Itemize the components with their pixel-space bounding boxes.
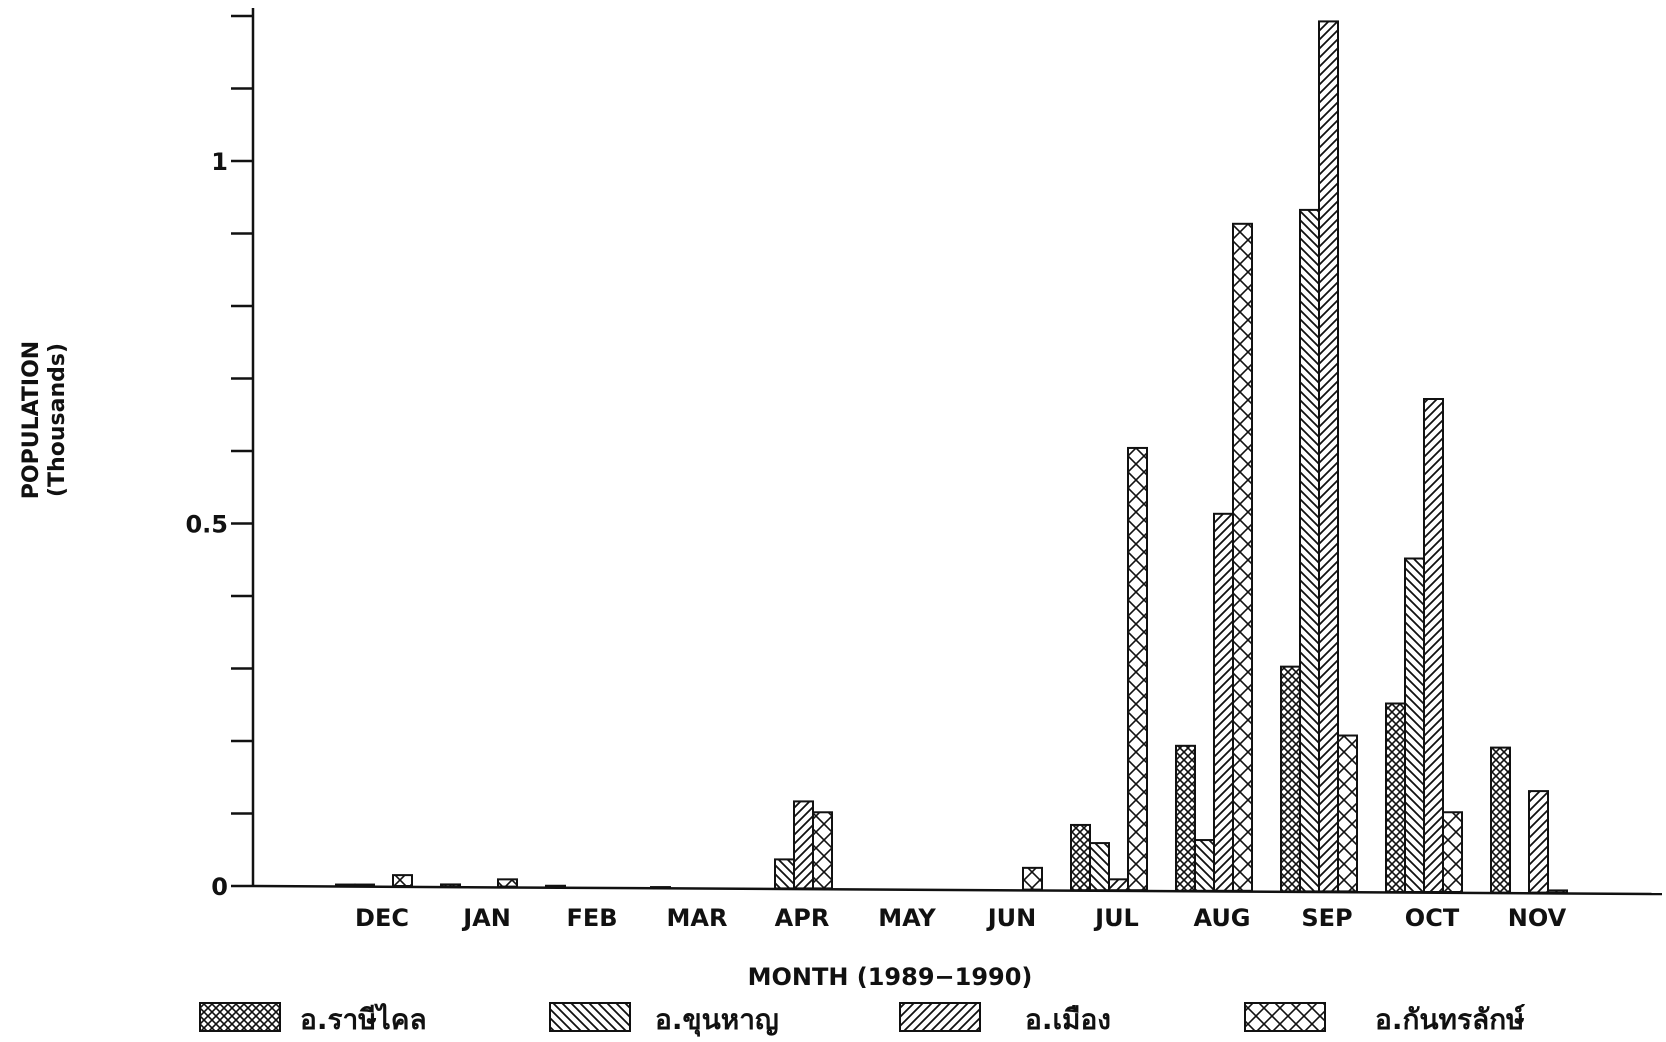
bar-nov-series-1 bbox=[1490, 746, 1511, 894]
x-tick-label-nov: NOV bbox=[1508, 904, 1567, 932]
x-axis-tick-labels: DEC JAN FEB MAR APR MAY JUN JUL AUG SEP OCT NOV bbox=[355, 904, 1567, 932]
y-tick-label: 0.5 bbox=[185, 511, 228, 539]
legend-swatch-2 bbox=[549, 1002, 631, 1032]
bar-oct-series-4 bbox=[1442, 811, 1463, 893]
bar-oct-series-2 bbox=[1404, 557, 1425, 893]
bar-sep-series-1 bbox=[1280, 665, 1301, 893]
bar-aug-series-1 bbox=[1175, 744, 1196, 892]
x-tick-label-jun: JUN bbox=[986, 904, 1037, 932]
legend-swatch-1 bbox=[199, 1002, 281, 1032]
bar-jan-series-4 bbox=[497, 878, 518, 888]
bar-feb-series-1 bbox=[545, 884, 566, 889]
bar-jan-series-1 bbox=[440, 883, 461, 888]
y-axis-label-line1: POPULATION bbox=[19, 341, 44, 499]
bar-jul-series-4 bbox=[1127, 446, 1148, 892]
bar-nov-series-3 bbox=[1528, 790, 1549, 894]
y-tick-label: 1 bbox=[211, 148, 228, 176]
bar-aug-series-2 bbox=[1194, 839, 1215, 892]
legend-label-4: อ.กันทรลักษ์ bbox=[1375, 1003, 1525, 1036]
y-tick-label: 0 bbox=[211, 873, 228, 901]
bar-sep-series-4 bbox=[1337, 734, 1358, 893]
x-tick-label-may: MAY bbox=[878, 904, 936, 932]
x-tick-label-apr: APR bbox=[775, 904, 830, 932]
legend-label-1: อ.ราษีไคล bbox=[300, 1003, 427, 1036]
x-tick-label-feb: FEB bbox=[566, 904, 617, 932]
bar-jun-series-4 bbox=[1022, 866, 1043, 891]
x-tick-label-oct: OCT bbox=[1405, 904, 1460, 932]
x-axis-label: MONTH (1989−1990) bbox=[748, 963, 1033, 991]
bar-jul-series-3 bbox=[1108, 878, 1129, 892]
legend-label-3: อ.เมือง bbox=[1025, 1003, 1111, 1036]
y-axis-label-line2: (Thousands) bbox=[45, 343, 70, 497]
x-tick-label-jan: JAN bbox=[461, 904, 511, 932]
y-axis-ticks: 00.51 bbox=[185, 14, 253, 901]
y-axis-label: POPULATION (Thousands) bbox=[19, 341, 70, 499]
bar-apr-series-3 bbox=[793, 800, 814, 890]
legend: อ.ราษีไคล อ.ขุนหาญ อ.เมือง อ.กันทรลักษ์ bbox=[199, 1002, 1525, 1037]
bar-aug-series-4 bbox=[1232, 222, 1253, 892]
bar-oct-series-1 bbox=[1385, 702, 1406, 893]
bar-jul-series-2 bbox=[1089, 842, 1110, 892]
x-tick-label-mar: MAR bbox=[667, 904, 728, 932]
bar-sep-series-3 bbox=[1318, 20, 1339, 893]
bar-apr-series-4 bbox=[812, 811, 833, 890]
x-tick-label-aug: AUG bbox=[1193, 904, 1250, 932]
bar-sep-series-2 bbox=[1299, 208, 1320, 893]
bar-jul-series-1 bbox=[1070, 823, 1091, 892]
bar-apr-series-2 bbox=[774, 858, 795, 890]
bar-dec-series-1 bbox=[335, 883, 356, 887]
bar-dec-series-2 bbox=[354, 883, 375, 887]
bar-dec-series-4 bbox=[392, 874, 413, 887]
legend-swatch-4 bbox=[1244, 1002, 1326, 1032]
legend-label-2: อ.ขุนหาญ bbox=[655, 1003, 779, 1037]
bars bbox=[335, 20, 1568, 894]
x-tick-label-jul: JUL bbox=[1093, 904, 1139, 932]
bar-oct-series-3 bbox=[1423, 398, 1444, 893]
x-tick-label-dec: DEC bbox=[355, 904, 409, 932]
legend-swatch-3 bbox=[899, 1002, 981, 1032]
bar-mar-series-1 bbox=[650, 886, 671, 889]
bar-nov-series-4 bbox=[1547, 889, 1568, 894]
bar-aug-series-3 bbox=[1213, 512, 1234, 892]
x-tick-label-sep: SEP bbox=[1301, 904, 1352, 932]
